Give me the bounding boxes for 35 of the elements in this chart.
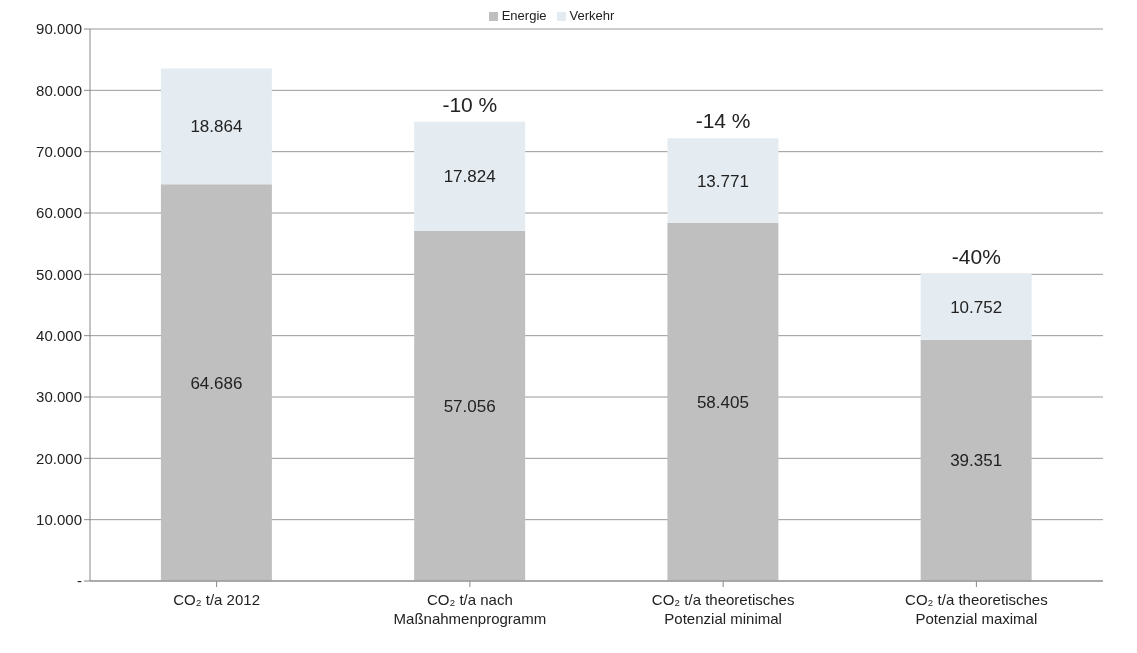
x-tick-label: CO₂ t/a 2012 (173, 591, 260, 608)
legend-label: Energie (501, 8, 547, 23)
y-tick-label: 60.000 (36, 204, 82, 222)
y-tick-label: - (77, 572, 82, 590)
x-tick-label: CO₂ t/a theoretisches Potenzial minimal (651, 591, 795, 627)
data-label: 64.686 (190, 373, 243, 393)
annotation: -14 % (695, 109, 751, 133)
bar (160, 68, 272, 185)
bar (414, 231, 526, 581)
y-tick-label: 20.000 (36, 449, 82, 467)
y-tick-label: 30.000 (36, 388, 82, 406)
x-tick-label: CO₂ t/a theoretisches Potenzial maximal (905, 591, 1048, 627)
bar (920, 273, 1032, 340)
data-label: 13.771 (696, 171, 749, 191)
bar (920, 339, 1032, 581)
y-tick-label: 10.000 (36, 510, 82, 528)
y-tick-label: 50.000 (36, 265, 82, 283)
y-tick-label: 70.000 (36, 142, 82, 160)
bar (414, 121, 526, 232)
data-label: 58.405 (696, 392, 749, 412)
data-label: 18.864 (190, 117, 243, 137)
y-tick-label: 40.000 (36, 326, 82, 344)
y-tick-label: 90.000 (36, 20, 82, 38)
data-label: 57.056 (443, 397, 496, 417)
x-tick-label: CO₂ t/a nach Maßnahmenprogramm (393, 591, 547, 627)
annotation: -40% (951, 244, 1001, 268)
annotation: -10 % (442, 92, 498, 116)
data-label: 17.824 (443, 167, 496, 187)
data-label: 10.752 (950, 297, 1003, 317)
legend-label: Verkehr (569, 8, 615, 23)
bar (160, 184, 272, 581)
y-tick-label: 80.000 (36, 81, 82, 99)
bar (667, 138, 779, 223)
data-label: 39.351 (950, 451, 1003, 471)
bar (667, 222, 779, 581)
